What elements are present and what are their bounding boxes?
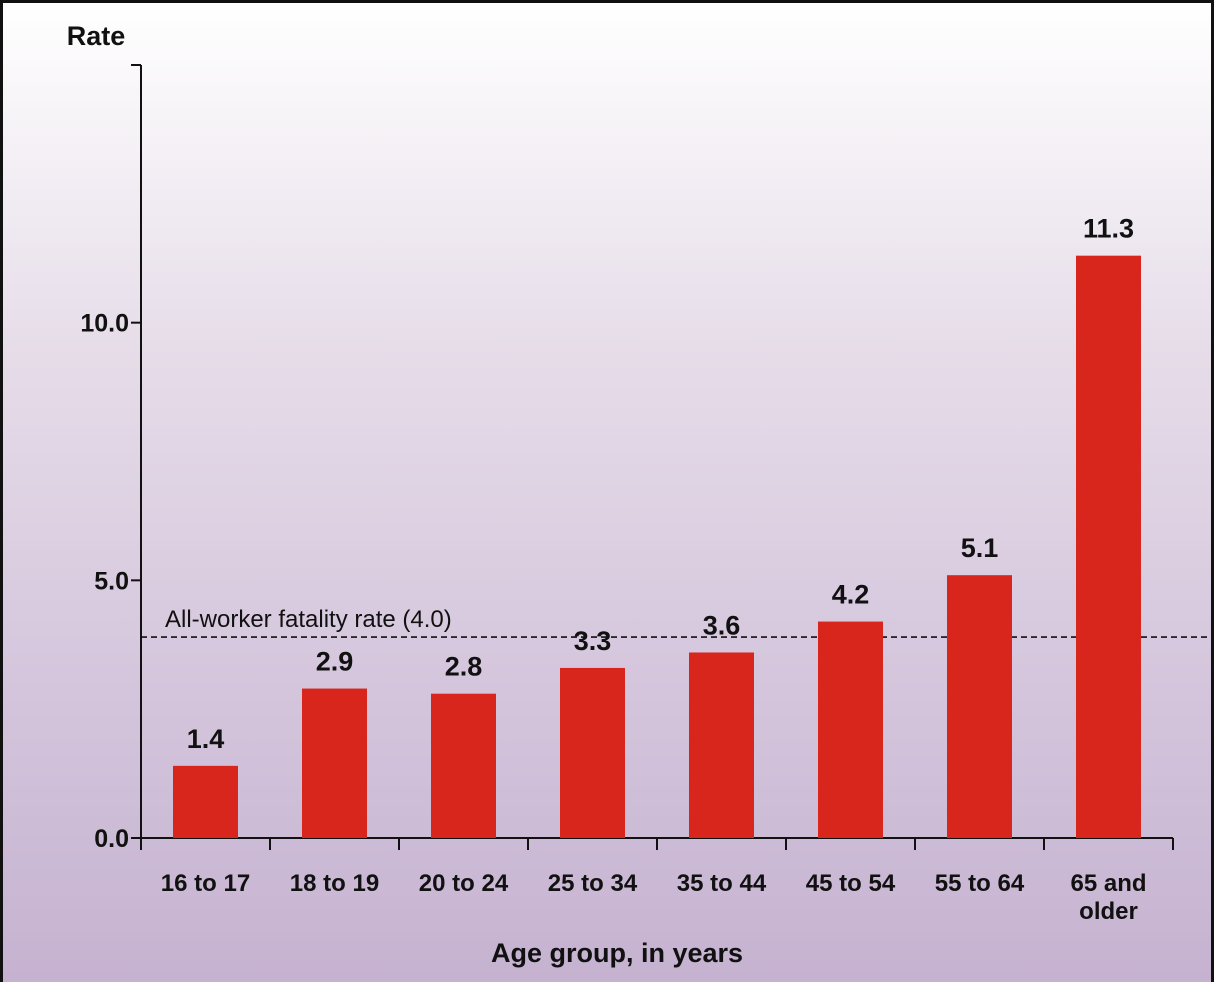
x-category-label: 65 and	[1070, 870, 1146, 897]
bars	[173, 255, 1141, 838]
bar-value-label: 2.9	[316, 647, 354, 677]
bar-value-label: 1.4	[187, 724, 225, 754]
bar-value-label: 11.3	[1083, 214, 1134, 244]
bar	[302, 688, 367, 838]
y-tick-label: 5.0	[94, 567, 129, 595]
bar	[818, 621, 883, 838]
y-tick-label: 0.0	[94, 825, 129, 853]
bar-chart: 0.0 5.0 10.0 1.4 16 to 17 2.9 18 to 19 2.8 20 t…	[67, 21, 1214, 968]
labels: 1.4 16 to 17 2.9 18 to 19 2.8 20 to 24 3.3 25 t…	[161, 214, 1147, 925]
bar	[431, 693, 496, 838]
bar-value-label: 3.3	[574, 626, 612, 656]
bar-value-label: 2.8	[445, 652, 483, 682]
x-category-label: 35 to 44	[677, 870, 767, 897]
y-axis-title: Rate	[67, 21, 126, 51]
reference-line-label: All-worker fatality rate (4.0)	[165, 606, 452, 633]
bar	[173, 765, 238, 838]
x-category-label: 16 to 17	[161, 870, 250, 897]
bar	[1076, 255, 1141, 838]
axes: 0.0 5.0 10.0	[80, 64, 1214, 853]
x-category-label: 18 to 19	[290, 870, 379, 897]
bar-value-label: 4.2	[832, 580, 870, 610]
x-axis-title: Age group, in years	[491, 938, 743, 968]
bar-value-label: 5.1	[961, 533, 999, 563]
bar	[689, 652, 754, 838]
bar-value-label: 3.6	[703, 610, 741, 640]
bar	[947, 575, 1012, 838]
x-category-label: 20 to 24	[419, 870, 509, 897]
x-category-label: 25 to 34	[548, 870, 638, 897]
x-category-label: older	[1079, 898, 1138, 925]
x-category-label: 45 to 54	[806, 870, 896, 897]
y-tick-label: 10.0	[80, 310, 129, 338]
bar	[560, 667, 625, 838]
x-category-label: 55 to 64	[935, 870, 1025, 897]
